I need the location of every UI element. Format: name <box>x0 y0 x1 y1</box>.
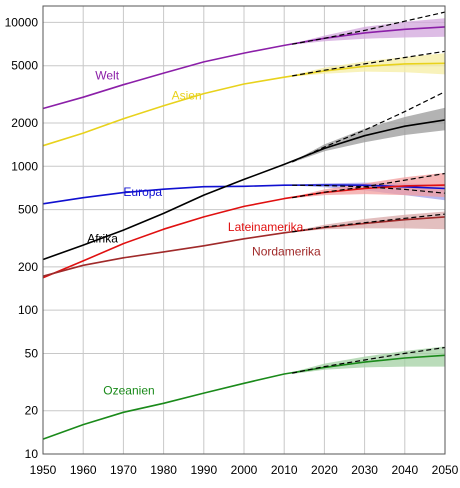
x-axis-ticks: 1950 1960 1970 1980 1990 2000 2010 2020 2030 2040… <box>30 463 459 477</box>
x-tick-label: 2010 <box>271 463 298 477</box>
label-nordamerika: Nordamerika <box>252 244 321 258</box>
label-lateinamerika: Lateinamerika <box>228 220 304 234</box>
y-tick-label: 1000 <box>11 159 38 173</box>
projection-welt <box>292 11 446 45</box>
y-tick-label: 10 <box>25 447 39 461</box>
projection-ozeanien <box>292 346 446 374</box>
x-tick-label: 1990 <box>190 463 217 477</box>
x-tick-label: 1970 <box>110 463 137 477</box>
x-tick-label: 1980 <box>150 463 177 477</box>
y-axis-ticks: 10 20 50 100 200 500 1000 2000 5000 10000 <box>5 15 39 461</box>
x-tick-label: 2050 <box>432 463 459 477</box>
line-ozeanien <box>42 354 446 440</box>
projection-afrika <box>291 91 446 163</box>
label-afrika: Afrika <box>87 232 118 246</box>
y-tick-label: 50 <box>25 346 39 360</box>
series-labels: Welt Asien Europa Afrika Lateinamerika Nordam… <box>87 69 321 398</box>
x-tick-label: 1950 <box>30 463 57 477</box>
y-tick-label: 5000 <box>11 59 38 73</box>
line-lateinamerika <box>42 184 446 279</box>
series-lines <box>42 26 446 440</box>
label-ozeanien: Ozeanien <box>103 383 154 397</box>
y-tick-label: 2000 <box>11 116 38 130</box>
projection-asien <box>292 50 446 77</box>
projection-nordamerika <box>292 213 446 233</box>
x-tick-label: 1960 <box>70 463 97 477</box>
line-asien <box>42 62 446 147</box>
line-welt <box>42 26 446 110</box>
projection-lines <box>291 11 446 374</box>
y-tick-label: 500 <box>18 203 38 217</box>
x-tick-label: 2020 <box>311 463 338 477</box>
label-europa: Europa <box>123 185 162 199</box>
label-welt: Welt <box>95 69 119 83</box>
y-tick-label: 10000 <box>5 15 39 29</box>
label-asien: Asien <box>172 89 202 103</box>
line-europa <box>42 184 446 205</box>
line-afrika <box>42 119 446 261</box>
x-tick-label: 2000 <box>231 463 258 477</box>
y-tick-label: 20 <box>25 404 39 418</box>
plot-frame <box>42 5 446 455</box>
y-tick-label: 200 <box>18 260 38 274</box>
y-tick-label: 100 <box>18 303 38 317</box>
projection-lateinamerika <box>292 172 446 199</box>
x-tick-label: 2030 <box>351 463 378 477</box>
line-nordamerika <box>42 216 446 277</box>
x-tick-label: 2040 <box>391 463 418 477</box>
